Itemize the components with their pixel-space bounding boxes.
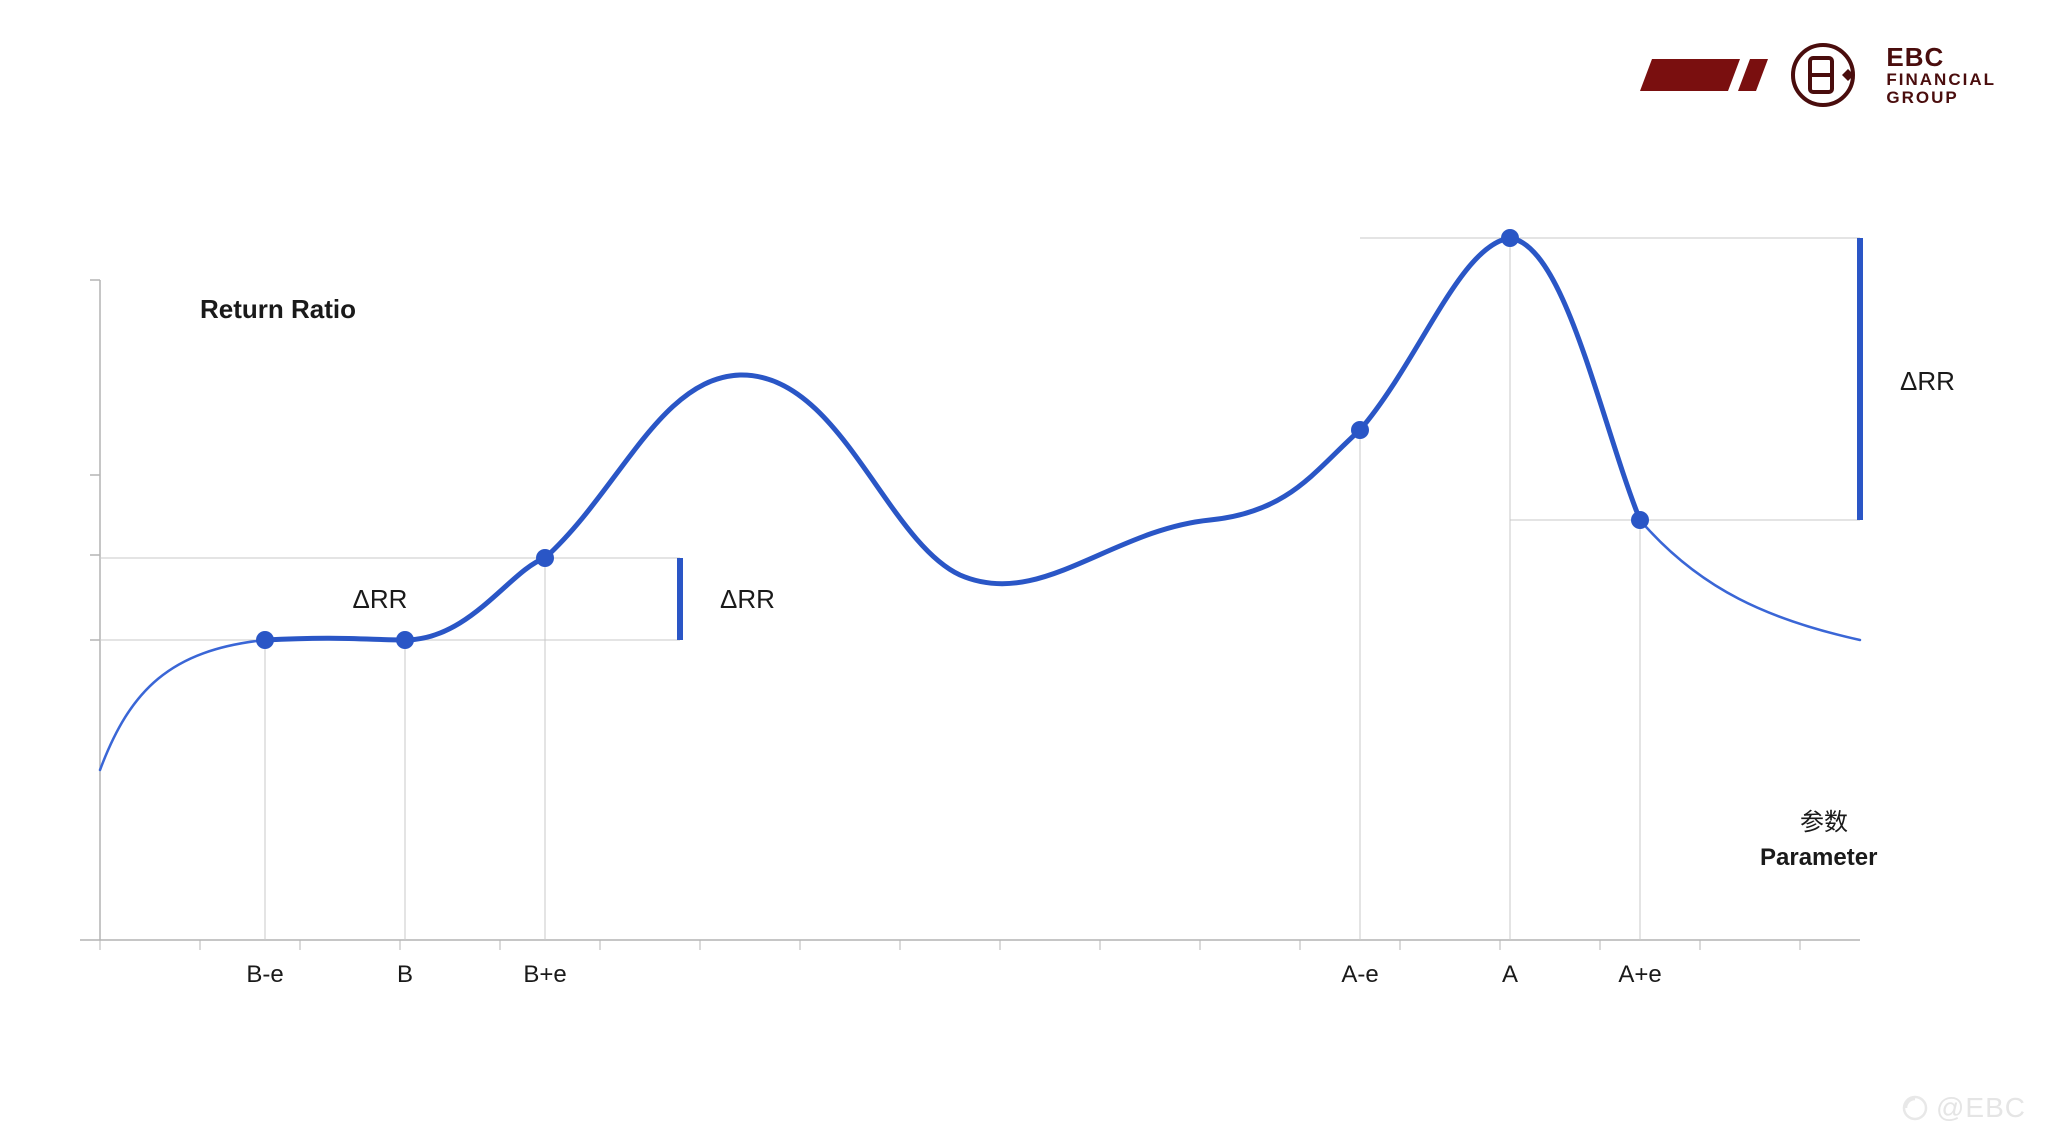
marker-point	[1501, 229, 1519, 247]
watermark-icon	[1900, 1093, 1930, 1123]
x-axis-label: B	[397, 961, 413, 988]
marker-point	[1631, 511, 1649, 529]
chart-title: Return Ratio	[200, 294, 356, 324]
x-axis-label: B+e	[523, 961, 566, 988]
x-axis-label: A	[1502, 961, 1518, 988]
x-axis-title-cn: 参数	[1800, 809, 1848, 836]
curve-main	[265, 238, 1640, 640]
marker-point	[256, 631, 274, 649]
marker-point	[536, 549, 554, 567]
return-ratio-chart: ΔRR ΔRR ΔRR B-e B B+e A-e A A+e Return Ratio 参数 Par…	[0, 0, 2056, 1136]
marker-point	[396, 631, 414, 649]
x-axis-label: B-e	[246, 961, 283, 988]
delta-label: ΔRR	[1900, 366, 1955, 396]
curve-tail-right	[1640, 520, 1860, 640]
delta-label: ΔRR	[720, 584, 775, 614]
x-axis-label: A+e	[1618, 961, 1661, 988]
watermark: @EBC	[1900, 1092, 2026, 1124]
marker-point	[1351, 421, 1369, 439]
watermark-text: @EBC	[1936, 1092, 2026, 1124]
curve-tail-left	[100, 640, 265, 770]
x-axis-title-en: Parameter	[1760, 844, 1877, 871]
x-axis-label: A-e	[1341, 961, 1378, 988]
delta-label: ΔRR	[353, 584, 408, 614]
